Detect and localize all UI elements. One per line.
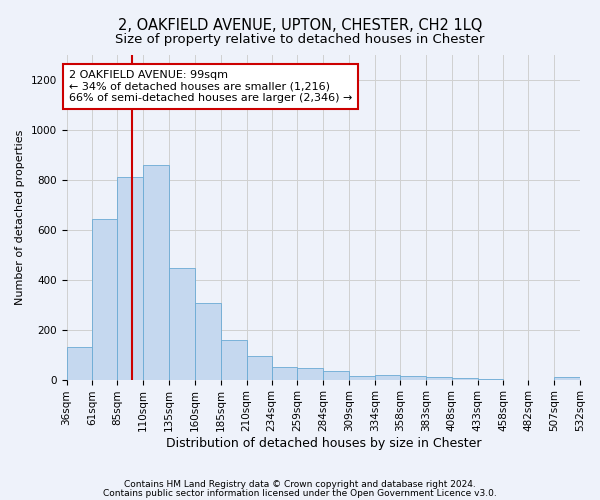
Bar xyxy=(298,368,323,380)
Bar xyxy=(400,376,426,380)
Text: 2, OAKFIELD AVENUE, UPTON, CHESTER, CH2 1LQ: 2, OAKFIELD AVENUE, UPTON, CHESTER, CH2 … xyxy=(118,18,482,32)
Text: Size of property relative to detached houses in Chester: Size of property relative to detached ho… xyxy=(115,32,485,46)
Text: Contains public sector information licensed under the Open Government Licence v3: Contains public sector information licen… xyxy=(103,489,497,498)
Bar xyxy=(221,340,247,380)
Bar xyxy=(554,377,580,380)
Bar xyxy=(272,367,298,380)
Bar xyxy=(143,165,169,380)
Bar xyxy=(117,178,143,380)
Bar xyxy=(247,356,272,380)
Bar xyxy=(349,376,375,380)
Bar xyxy=(169,268,195,380)
Y-axis label: Number of detached properties: Number of detached properties xyxy=(15,130,25,305)
Text: 2 OAKFIELD AVENUE: 99sqm
← 34% of detached houses are smaller (1,216)
66% of sem: 2 OAKFIELD AVENUE: 99sqm ← 34% of detach… xyxy=(68,70,352,103)
Bar xyxy=(323,371,349,380)
X-axis label: Distribution of detached houses by size in Chester: Distribution of detached houses by size … xyxy=(166,437,481,450)
Bar xyxy=(426,377,452,380)
Bar xyxy=(67,347,92,380)
Text: Contains HM Land Registry data © Crown copyright and database right 2024.: Contains HM Land Registry data © Crown c… xyxy=(124,480,476,489)
Bar xyxy=(375,374,400,380)
Bar xyxy=(452,378,478,380)
Bar xyxy=(195,304,221,380)
Bar xyxy=(92,218,117,380)
